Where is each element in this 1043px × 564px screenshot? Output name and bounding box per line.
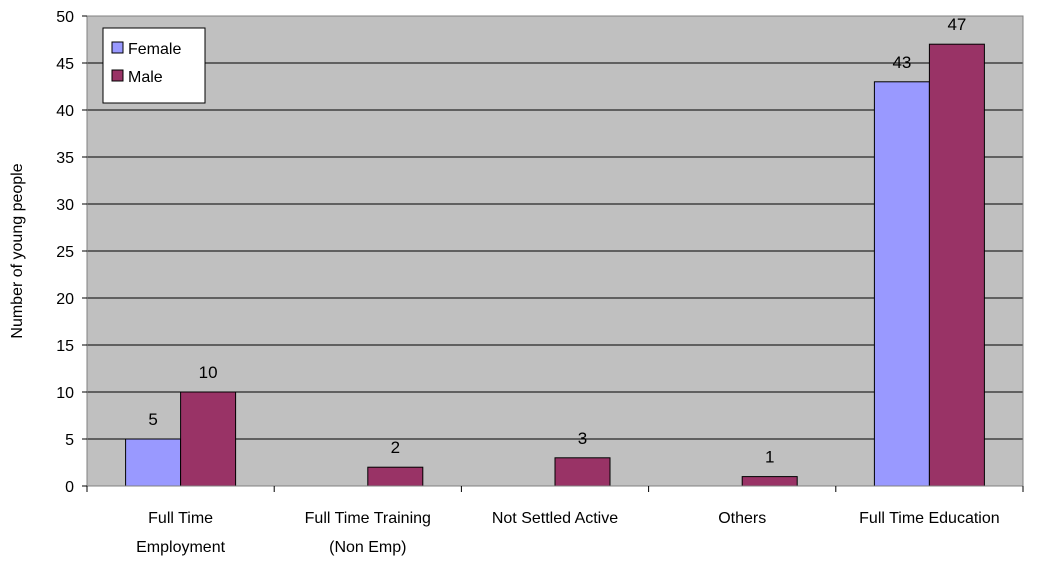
bar-male-4 bbox=[928, 43, 985, 487]
bar-male-3 bbox=[741, 476, 798, 487]
legend-label-female: Female bbox=[128, 41, 181, 58]
y-tick-label: 25 bbox=[56, 244, 74, 261]
x-tick-label: (Non Emp) bbox=[329, 539, 406, 556]
y-axis-ticks: 0 5 10 15 20 25 30 35 40 45 50 bbox=[56, 9, 87, 496]
data-label-female-4: 43 bbox=[892, 53, 911, 72]
y-tick-label: 0 bbox=[65, 479, 74, 496]
x-tick-label: Full Time Education bbox=[859, 510, 1000, 527]
bar-male-2 bbox=[554, 457, 611, 487]
y-tick-label: 5 bbox=[65, 432, 74, 449]
x-tick-label: Employment bbox=[136, 539, 225, 556]
y-tick-label: 30 bbox=[56, 197, 74, 214]
legend-swatch-male bbox=[111, 69, 124, 82]
x-axis-ticks: Full Time Employment Full Time Training (No… bbox=[86, 486, 1024, 556]
y-tick-label: 10 bbox=[56, 385, 74, 402]
legend-swatch-female bbox=[111, 41, 124, 54]
y-tick-label: 45 bbox=[56, 56, 74, 73]
legend-box bbox=[102, 27, 206, 104]
legend-label-male: Male bbox=[128, 69, 163, 86]
data-label-male-0: 10 bbox=[199, 363, 218, 382]
data-label-female-0: 5 bbox=[148, 410, 157, 429]
data-label-male-4: 47 bbox=[947, 15, 966, 34]
y-axis-title: Number of young people bbox=[9, 163, 26, 338]
bar-female-0 bbox=[125, 438, 182, 487]
bars bbox=[125, 43, 985, 487]
bar-male-0 bbox=[180, 391, 237, 487]
data-label-male-1: 2 bbox=[391, 438, 400, 457]
y-tick-label: 20 bbox=[56, 291, 74, 308]
y-tick-label: 35 bbox=[56, 150, 74, 167]
legend: Female Male bbox=[102, 27, 206, 104]
x-tick-label: Full Time Training bbox=[305, 510, 431, 527]
y-tick-label: 15 bbox=[56, 338, 74, 355]
data-label-male-3: 1 bbox=[765, 448, 774, 467]
bar-female-4 bbox=[873, 81, 930, 487]
data-label-male-2: 3 bbox=[578, 429, 587, 448]
bar-male-1 bbox=[367, 466, 424, 487]
y-tick-label: 40 bbox=[56, 103, 74, 120]
x-tick-label: Others bbox=[718, 510, 766, 527]
x-tick-label: Full Time bbox=[148, 510, 213, 527]
data-labels: 5 10 2 3 1 43 47 bbox=[148, 15, 966, 466]
x-tick-label: Not Settled Active bbox=[492, 510, 618, 527]
y-tick-label: 50 bbox=[56, 9, 74, 26]
